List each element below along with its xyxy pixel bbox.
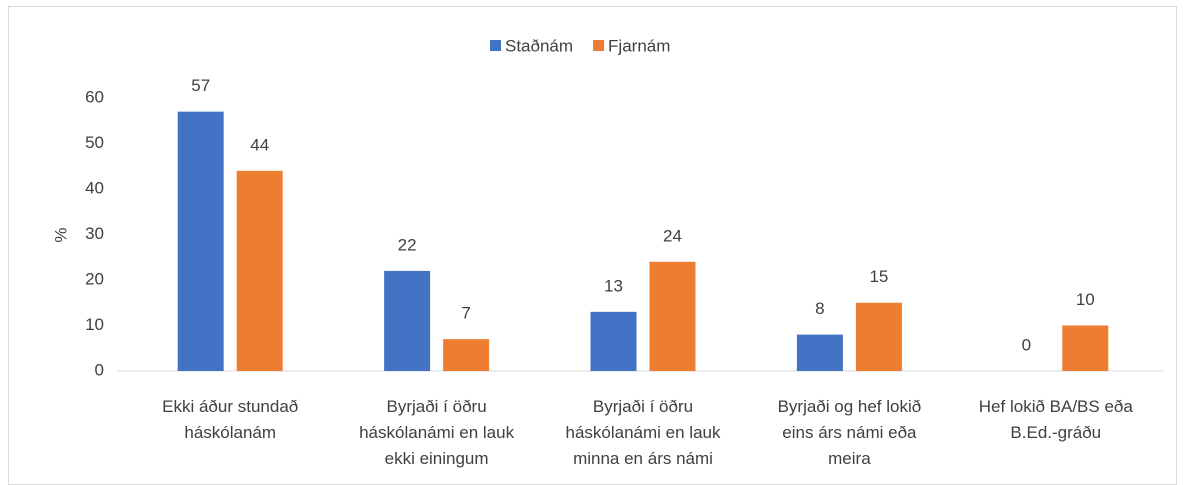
legend-label: Fjarnám <box>608 36 670 55</box>
data-label: 57 <box>191 76 210 95</box>
legend-label: Staðnám <box>505 36 573 55</box>
legend-swatch <box>490 40 501 51</box>
bar <box>796 334 843 371</box>
data-label: 10 <box>1076 290 1095 309</box>
data-label: 15 <box>869 267 888 286</box>
bar <box>236 170 283 371</box>
data-label: 44 <box>250 135 269 154</box>
bar <box>649 261 696 371</box>
x-tick-label: Byrjaði og hef lokið eins árs námi eða mei… <box>778 397 922 468</box>
data-label: 24 <box>663 226 682 245</box>
y-tick-label: 60 <box>85 87 104 106</box>
y-tick-label: 20 <box>85 269 104 288</box>
bar <box>1062 325 1109 371</box>
bar <box>590 311 637 371</box>
data-label: 8 <box>815 299 824 318</box>
data-label: 13 <box>604 276 623 295</box>
y-tick-label: 30 <box>85 224 104 243</box>
data-label: 22 <box>398 235 417 254</box>
bar <box>443 339 490 371</box>
x-tick-label: Ekki áður stundað háskólanám <box>162 397 298 442</box>
y-tick-label: 40 <box>85 178 104 197</box>
x-tick-label: Hef lokið BA/BS eða B.Ed.-gráðu <box>979 397 1134 442</box>
x-tick-label: Byrjaði í öðru háskólanámi en lauk minna e… <box>566 397 721 468</box>
data-label: 7 <box>461 304 470 323</box>
data-label: 0 <box>1022 335 1031 354</box>
legend-swatch <box>593 40 605 51</box>
y-axis-label: % <box>51 227 70 242</box>
y-tick-label: 0 <box>95 360 104 379</box>
y-tick-label: 50 <box>85 133 104 152</box>
y-tick-label: 10 <box>85 315 104 334</box>
bar <box>855 302 902 371</box>
bar <box>384 270 431 371</box>
bar <box>177 111 224 372</box>
x-tick-label: Byrjaði í öðru háskólanámi en lauk ekki ei… <box>359 397 514 468</box>
